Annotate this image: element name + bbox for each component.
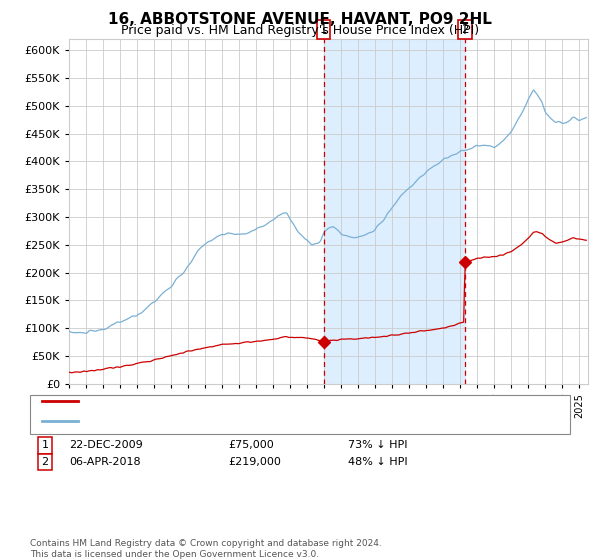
Text: 2: 2 xyxy=(461,24,469,36)
Text: £219,000: £219,000 xyxy=(228,457,281,467)
Text: 22-DEC-2009: 22-DEC-2009 xyxy=(69,440,143,450)
Bar xyxy=(324,39,465,384)
Text: 73% ↓ HPI: 73% ↓ HPI xyxy=(348,440,407,450)
Text: Price paid vs. HM Land Registry's House Price Index (HPI): Price paid vs. HM Land Registry's House … xyxy=(121,24,479,37)
Text: 06-APR-2018: 06-APR-2018 xyxy=(69,457,140,467)
Text: 1: 1 xyxy=(320,24,328,36)
Text: £75,000: £75,000 xyxy=(228,440,274,450)
Text: 1: 1 xyxy=(41,440,49,450)
Text: 48% ↓ HPI: 48% ↓ HPI xyxy=(348,457,407,467)
Text: 2: 2 xyxy=(41,457,49,467)
Text: 16, ABBOTSTONE AVENUE, HAVANT, PO9 2HL (detached house): 16, ABBOTSTONE AVENUE, HAVANT, PO9 2HL (… xyxy=(81,396,412,406)
Text: 16, ABBOTSTONE AVENUE, HAVANT, PO9 2HL: 16, ABBOTSTONE AVENUE, HAVANT, PO9 2HL xyxy=(108,12,492,27)
Text: HPI: Average price, detached house, Havant: HPI: Average price, detached house, Hava… xyxy=(81,416,311,426)
Text: Contains HM Land Registry data © Crown copyright and database right 2024.
This d: Contains HM Land Registry data © Crown c… xyxy=(30,539,382,559)
